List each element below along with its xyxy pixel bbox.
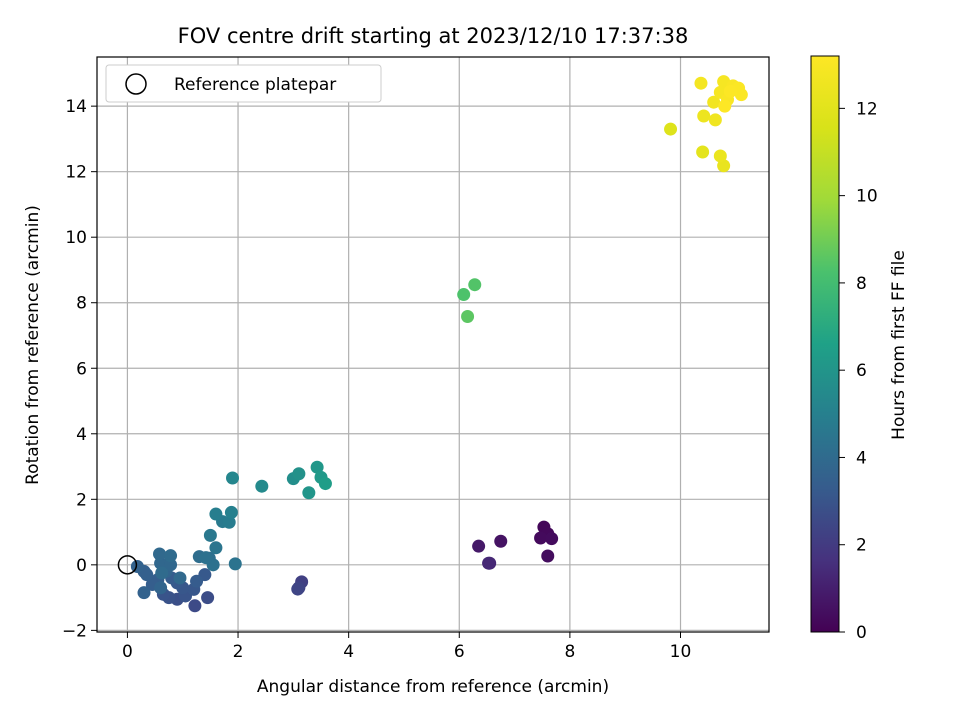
x-axis-label: Angular distance from reference (arcmin): [257, 677, 609, 697]
colorbar-tick-label: 8: [856, 274, 867, 294]
data-point: [190, 574, 204, 588]
data-point: [228, 557, 242, 571]
data-points: [130, 75, 748, 613]
data-point: [199, 551, 213, 565]
data-point: [694, 76, 708, 90]
data-point: [708, 113, 722, 127]
y-tick-label: 0: [76, 556, 87, 576]
data-point: [201, 591, 215, 605]
y-tick-label: −2: [62, 621, 87, 641]
data-point: [226, 471, 240, 485]
x-tick-label: 2: [233, 642, 244, 662]
chart-title: FOV centre drift starting at 2023/12/10 …: [178, 24, 689, 48]
data-point: [457, 288, 471, 302]
y-tick-label: 10: [65, 228, 87, 248]
data-point: [152, 547, 166, 561]
data-point: [222, 515, 236, 529]
grid-lines: [97, 57, 769, 632]
colorbar-tick-label: 6: [856, 361, 867, 381]
data-point: [173, 571, 187, 585]
data-point: [302, 486, 316, 500]
data-point: [255, 479, 269, 493]
y-axis-ticks: −2 0 2 4 6 8 10 12 14: [62, 97, 97, 641]
data-point: [318, 477, 332, 491]
y-axis-label: Rotation from reference (arcmin): [23, 205, 43, 485]
y-tick-label: 6: [76, 359, 87, 379]
data-point: [155, 566, 169, 580]
data-point: [164, 558, 178, 572]
y-tick-label: 8: [76, 294, 87, 314]
data-point: [707, 95, 721, 109]
data-point: [310, 460, 324, 474]
colorbar-tick-label: 10: [856, 187, 878, 207]
data-point: [482, 556, 496, 570]
y-tick-label: 4: [76, 425, 87, 445]
legend-label-reference: Reference platepar: [174, 75, 336, 95]
x-tick-label: 4: [343, 642, 354, 662]
y-tick-label: 12: [65, 163, 87, 183]
data-point: [472, 539, 486, 553]
data-point: [723, 84, 737, 98]
reference-marker: [117, 555, 138, 575]
data-point: [734, 88, 748, 102]
x-tick-label: 6: [454, 642, 465, 662]
data-point: [494, 534, 508, 548]
legend: Reference platepar: [105, 64, 382, 103]
data-point: [461, 309, 475, 323]
colorbar-gradient: [810, 55, 840, 633]
data-point: [541, 549, 555, 563]
legend-box: [105, 64, 382, 103]
colorbar-tick-label: 2: [856, 536, 867, 556]
data-point: [188, 599, 202, 613]
plot-frame: [96, 56, 770, 633]
colorbar-label: Hours from first FF file: [889, 250, 909, 440]
data-point: [130, 559, 144, 573]
data-point: [713, 149, 727, 163]
data-point: [696, 145, 710, 159]
data-point: [534, 531, 548, 545]
data-point: [545, 532, 559, 546]
data-point: [664, 122, 678, 136]
data-point: [468, 278, 482, 292]
x-tick-label: 0: [122, 642, 133, 662]
data-point: [717, 159, 731, 173]
x-tick-label: 8: [564, 642, 575, 662]
data-point: [291, 582, 305, 596]
data-point: [209, 541, 223, 555]
data-point: [224, 505, 238, 519]
data-point: [209, 507, 223, 521]
data-point: [697, 109, 711, 123]
data-point: [292, 467, 306, 481]
y-tick-label: 14: [65, 97, 87, 117]
x-axis-ticks: 0 2 4 6 8 10: [122, 632, 691, 662]
data-point: [203, 528, 217, 542]
data-point: [137, 586, 151, 600]
data-point: [164, 549, 178, 563]
colorbar-tick-label: 4: [856, 448, 867, 468]
colorbar-ticks: 0 2 4 6 8 10 12: [839, 99, 878, 643]
colorbar-tick-label: 12: [856, 99, 878, 119]
colorbar-tick-label: 0: [856, 623, 867, 643]
data-point: [154, 581, 168, 595]
legend-reference-icon: [125, 73, 147, 95]
colorbar: 0 2 4 6 8 10 12 Hours from first FF file: [810, 55, 909, 643]
y-tick-label: 2: [76, 490, 87, 510]
data-point: [718, 99, 732, 113]
x-tick-label: 10: [670, 642, 692, 662]
